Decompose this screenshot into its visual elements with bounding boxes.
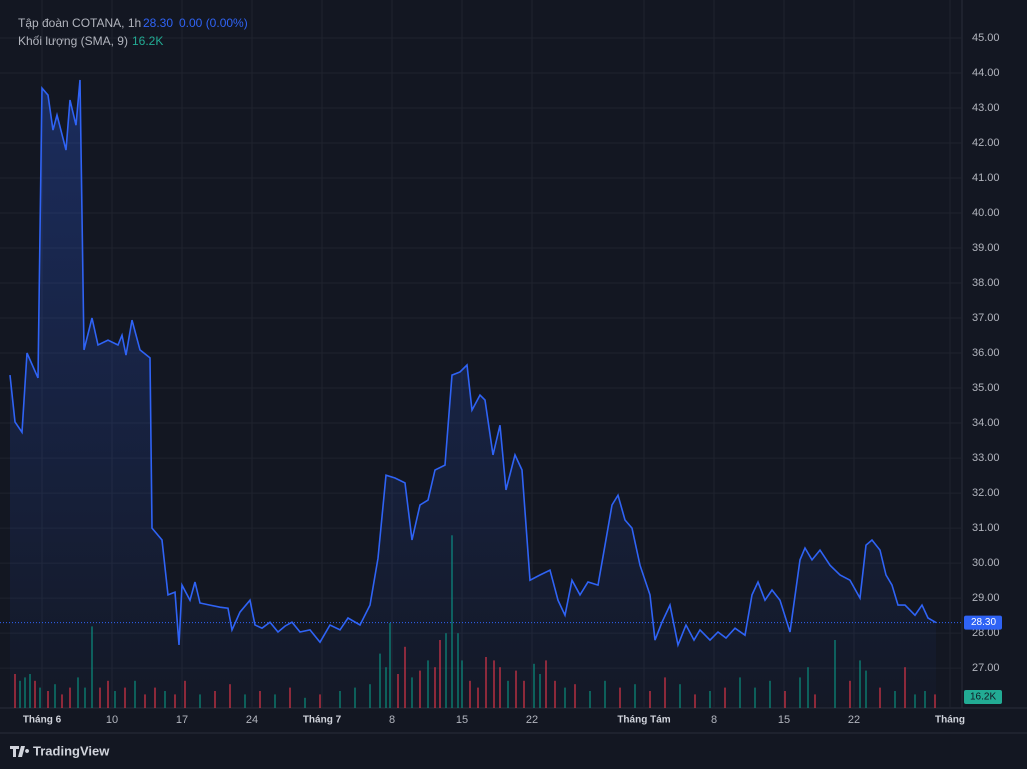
y-tick-label: 44.00 bbox=[972, 67, 1000, 79]
y-tick-label: 28.00 bbox=[972, 627, 1000, 639]
y-tick-label: 36.00 bbox=[972, 347, 1000, 359]
y-tick-label: 29.00 bbox=[972, 592, 1000, 604]
header-change: 0.00 (0.00%) bbox=[179, 16, 248, 30]
y-tick-label: 33.00 bbox=[972, 452, 1000, 464]
x-tick-label: 15 bbox=[778, 714, 790, 726]
volume-title: Khối lượng (SMA, 9) bbox=[18, 34, 128, 48]
volume-sma: 16.2K bbox=[132, 34, 163, 48]
last-price-box bbox=[964, 615, 1002, 630]
x-tick-label: 15 bbox=[456, 714, 468, 726]
y-tick-label: 45.00 bbox=[972, 32, 1000, 44]
y-tick-label: 32.00 bbox=[972, 487, 1000, 499]
y-tick-label: 38.00 bbox=[972, 277, 1000, 289]
x-tick-label: 17 bbox=[176, 714, 188, 726]
chart-title: Tập đoàn COTANA, 1h bbox=[18, 16, 141, 30]
x-tick-label: 22 bbox=[526, 714, 538, 726]
y-tick-label: 31.00 bbox=[972, 522, 1000, 534]
y-tick-label: 35.00 bbox=[972, 382, 1000, 394]
y-tick-label: 42.00 bbox=[972, 137, 1000, 149]
x-tick-label: Tháng 7 bbox=[303, 715, 342, 726]
x-tick-label: 22 bbox=[848, 714, 860, 726]
y-tick-label: 34.00 bbox=[972, 417, 1000, 429]
footer-brand[interactable]: TradingView bbox=[33, 743, 110, 758]
y-tick-label: 40.00 bbox=[972, 207, 1000, 219]
logo-icon bbox=[10, 746, 30, 757]
last-price-label: 28.30 bbox=[971, 617, 996, 628]
y-tick-label: 37.00 bbox=[972, 312, 1000, 324]
y-tick-label: 30.00 bbox=[972, 557, 1000, 569]
y-tick-label: 41.00 bbox=[972, 172, 1000, 184]
x-tick-label: 10 bbox=[106, 714, 118, 726]
x-tick-label: Tháng bbox=[935, 715, 965, 726]
volume-sma-box bbox=[964, 689, 1002, 704]
x-tick-label: 24 bbox=[246, 714, 258, 726]
area-fill bbox=[10, 80, 936, 708]
x-tick-label: 8 bbox=[389, 714, 395, 726]
x-tick-label: Tháng Tám bbox=[617, 715, 670, 726]
price-line bbox=[9, 79, 937, 648]
y-tick-label: 43.00 bbox=[972, 102, 1000, 114]
header-price: 28.30 bbox=[143, 16, 173, 30]
x-tick-label: Tháng 6 bbox=[23, 715, 62, 726]
y-tick-label: 39.00 bbox=[972, 242, 1000, 254]
volume-sma-label: 16.2K bbox=[970, 692, 996, 703]
x-tick-label: 8 bbox=[711, 714, 717, 726]
y-tick-label: 27.00 bbox=[972, 662, 1000, 674]
